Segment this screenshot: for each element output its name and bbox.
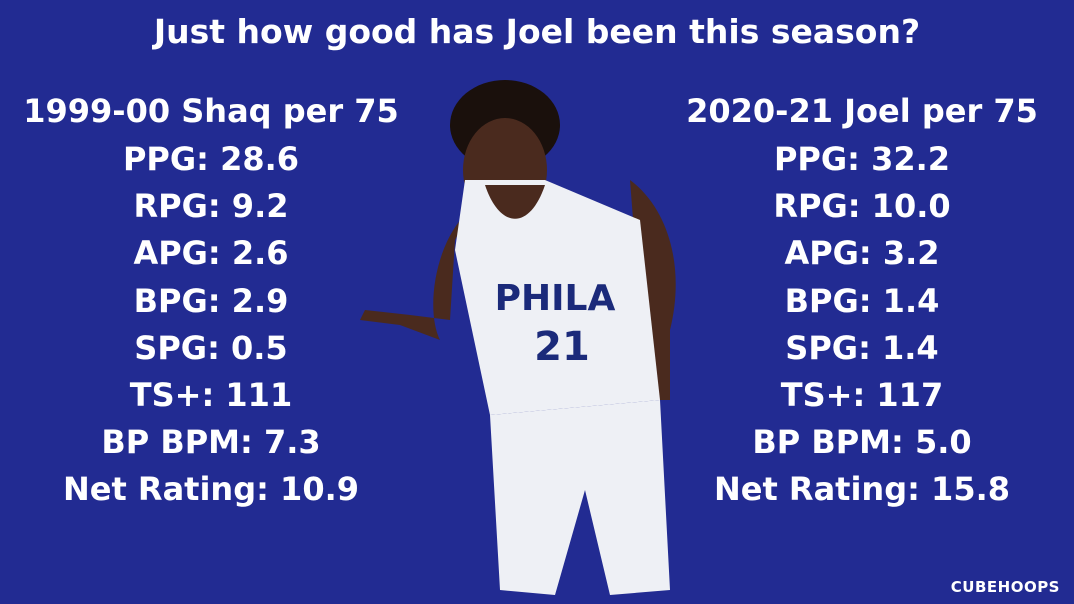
stat-line: BP BPM: 5.0: [752, 423, 972, 462]
stat-line: TS+: 111: [129, 376, 293, 414]
stat-line: SPG: 1.4: [785, 328, 939, 367]
stat-line: SPG: 0.5: [134, 328, 288, 367]
stat-line: BP BPM: 7.3: [101, 423, 321, 462]
jersey-team: PHILA: [495, 278, 616, 319]
stat-line: TS+: 117: [780, 376, 944, 414]
stat-line: APG: 3.2: [784, 234, 940, 273]
stat-line: RPG: 10.0: [773, 187, 951, 226]
column-heading: 1999-00 Shaq per 75: [23, 92, 399, 130]
stat-line: PPG: 28.6: [122, 140, 300, 178]
watermark: CUBEHOOPS: [950, 578, 1060, 596]
stat-line: BPG: 1.4: [784, 281, 940, 320]
stat-line: BPG: 2.9: [133, 281, 289, 320]
stat-line: PPG: 32.2: [773, 140, 951, 178]
stat-line: Net Rating: 15.8: [714, 470, 1010, 509]
neck: [485, 185, 545, 219]
stat-line: APG: 2.6: [133, 234, 289, 273]
title: Just how good has Joel been this season?: [153, 12, 921, 51]
jersey: [455, 180, 660, 415]
left-arm: [360, 210, 470, 340]
jersey-number: 21: [534, 324, 590, 370]
stat-line: Net Rating: 10.9: [63, 470, 359, 509]
shorts: [490, 400, 670, 595]
stat-line: RPG: 9.2: [133, 187, 289, 226]
column-heading: 2020-21 Joel per 75: [686, 92, 1038, 130]
player-figure: PHILA 21: [360, 80, 676, 595]
